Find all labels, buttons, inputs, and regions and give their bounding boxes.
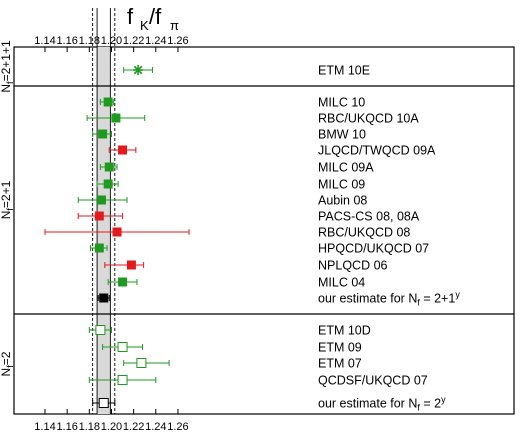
data-point [94,243,104,253]
row-label: PACS-CS 08, 08A [318,210,420,224]
row-label: ETM 09 [318,341,362,355]
data-point-star [133,65,143,75]
row-label: ETM 10E [318,64,370,78]
row-label: ETM 10D [318,324,371,338]
data-point [103,179,113,189]
data-point [111,113,121,123]
data-point-open [117,342,128,352]
title-mid: /f [149,4,162,29]
title-main: f [127,4,134,29]
row-label: RBC/UKQCD 10A [318,112,419,126]
x-tick-label-bottom: 1.14 [34,421,55,433]
row-label: QCDSF/UKQCD 07 [318,374,428,388]
row-label: HPQCD/UKQCD 07 [318,242,429,256]
data-point-open [136,358,147,368]
x-tick-label-top: 1.26 [167,35,188,47]
x-tick-label-bottom: 1.18 [79,421,100,433]
chart-title: f K /f π [127,4,179,33]
row-label: MILC 04 [318,276,365,290]
row-label: BMW 10 [318,128,366,142]
row-label: MILC 09A [318,161,374,175]
group-label: Nf=2 [0,351,15,376]
data-point [98,129,108,139]
x-tick-label-top: 1.20 [101,35,122,47]
title-sub-pi: π [170,18,179,33]
x-tick-label-bottom: 1.16 [56,421,77,433]
data-point [97,195,107,205]
data-point-open [117,375,128,385]
x-tick-label-bottom: 1.20 [101,421,122,433]
x-tick-label-top: 1.14 [34,35,55,47]
data-point-open [98,398,109,408]
group-label: Nf=2+1 [0,180,15,219]
data-point [118,145,128,155]
x-tick-label-bottom: 1.22 [123,421,144,433]
x-tick-label-top: 1.22 [123,35,144,47]
data-point-open [95,325,106,335]
row-label: JLQCD/TWQCD 09A [318,144,436,158]
data-point [126,260,136,270]
row-label: Aubin 08 [318,194,367,208]
row-label: our estimate for Nf = 2y [318,395,446,413]
row-label: NPLQCD 06 [318,259,388,273]
average-band [97,47,111,414]
x-tick-label-bottom: 1.24 [145,421,166,433]
data-point [118,277,128,287]
row-label: ETM 07 [318,357,362,371]
group-label: Nf=2+1+1 [0,40,15,93]
x-tick-label-top: 1.24 [145,35,166,47]
title-sub-k: K [140,18,149,33]
row-label: MILC 09 [318,178,365,192]
x-tick-label-top: 1.18 [79,35,100,47]
data-point [104,162,114,172]
data-point [94,211,104,221]
data-point [112,227,122,237]
row-label: MILC 10 [318,96,365,110]
x-tick-label-top: 1.16 [56,35,77,47]
data-point [99,293,109,303]
row-label: our estimate for Nf = 2+1y [318,290,460,308]
data-point [103,97,113,107]
x-tick-label-bottom: 1.26 [167,421,188,433]
plot-frame [13,46,515,415]
row-label: RBC/UKQCD 08 [318,226,410,240]
